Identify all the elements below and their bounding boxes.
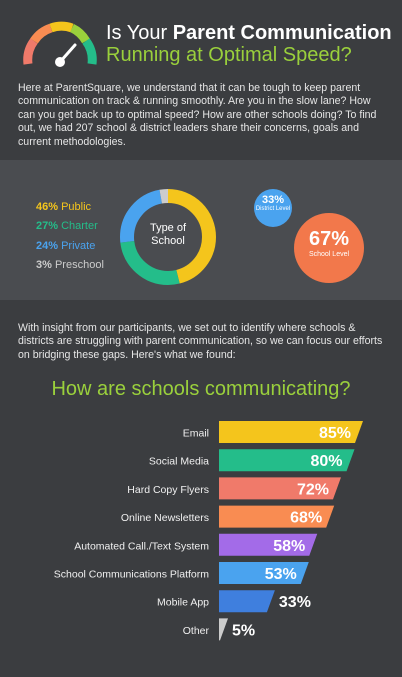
- legend-item-private: 24% Private: [36, 237, 146, 256]
- legend-pct: 27%: [36, 220, 59, 233]
- legend-item-public: 46% Public: [36, 198, 146, 217]
- district-level-pct: 33%: [261, 194, 285, 206]
- school-type-donut: [120, 189, 216, 285]
- legend-label: Preschool: [54, 259, 104, 272]
- intro-paragraph: Here at ParentSquare, we understand that…: [18, 82, 377, 148]
- donut-slice-charter: [120, 189, 216, 285]
- school-level-label: School Level: [308, 251, 350, 258]
- school-level-pct: 67%: [308, 228, 350, 250]
- legend-item-preschool: 3% Preschool: [36, 256, 146, 275]
- legend-label: Charter: [61, 220, 98, 233]
- district-level-bubble: 33% District Level: [254, 189, 292, 227]
- donut-slice-private: [120, 189, 216, 285]
- legend-label: Private: [61, 239, 96, 252]
- legend-pct: 24%: [36, 239, 59, 252]
- district-level-label: District Level: [255, 206, 291, 212]
- donut-center-label: Type of School: [149, 222, 187, 247]
- legend-item-charter: 27% Charter: [36, 217, 146, 236]
- speedometer-icon: [23, 21, 97, 67]
- chart-title: How are schools communicating?: [51, 378, 351, 400]
- school-type-legend: 46% Public 27% Charter 24% Private 3% Pr…: [36, 198, 146, 276]
- title-prefix: Is Your: [106, 22, 173, 44]
- page-title-line1: Is Your Parent Communication: [106, 22, 392, 45]
- page-title-line2: Running at Optimal Speed?: [106, 44, 352, 66]
- legend-pct: 46%: [36, 201, 59, 213]
- legend-label: Public: [61, 201, 92, 213]
- title-bold: Parent Communication: [172, 22, 392, 44]
- insight-paragraph: With insight from our participants, we s…: [18, 322, 383, 361]
- donut-slice-preschool: [120, 189, 216, 285]
- school-level-bubble: 67% School Level: [294, 213, 364, 283]
- legend-pct: 3%: [36, 259, 52, 272]
